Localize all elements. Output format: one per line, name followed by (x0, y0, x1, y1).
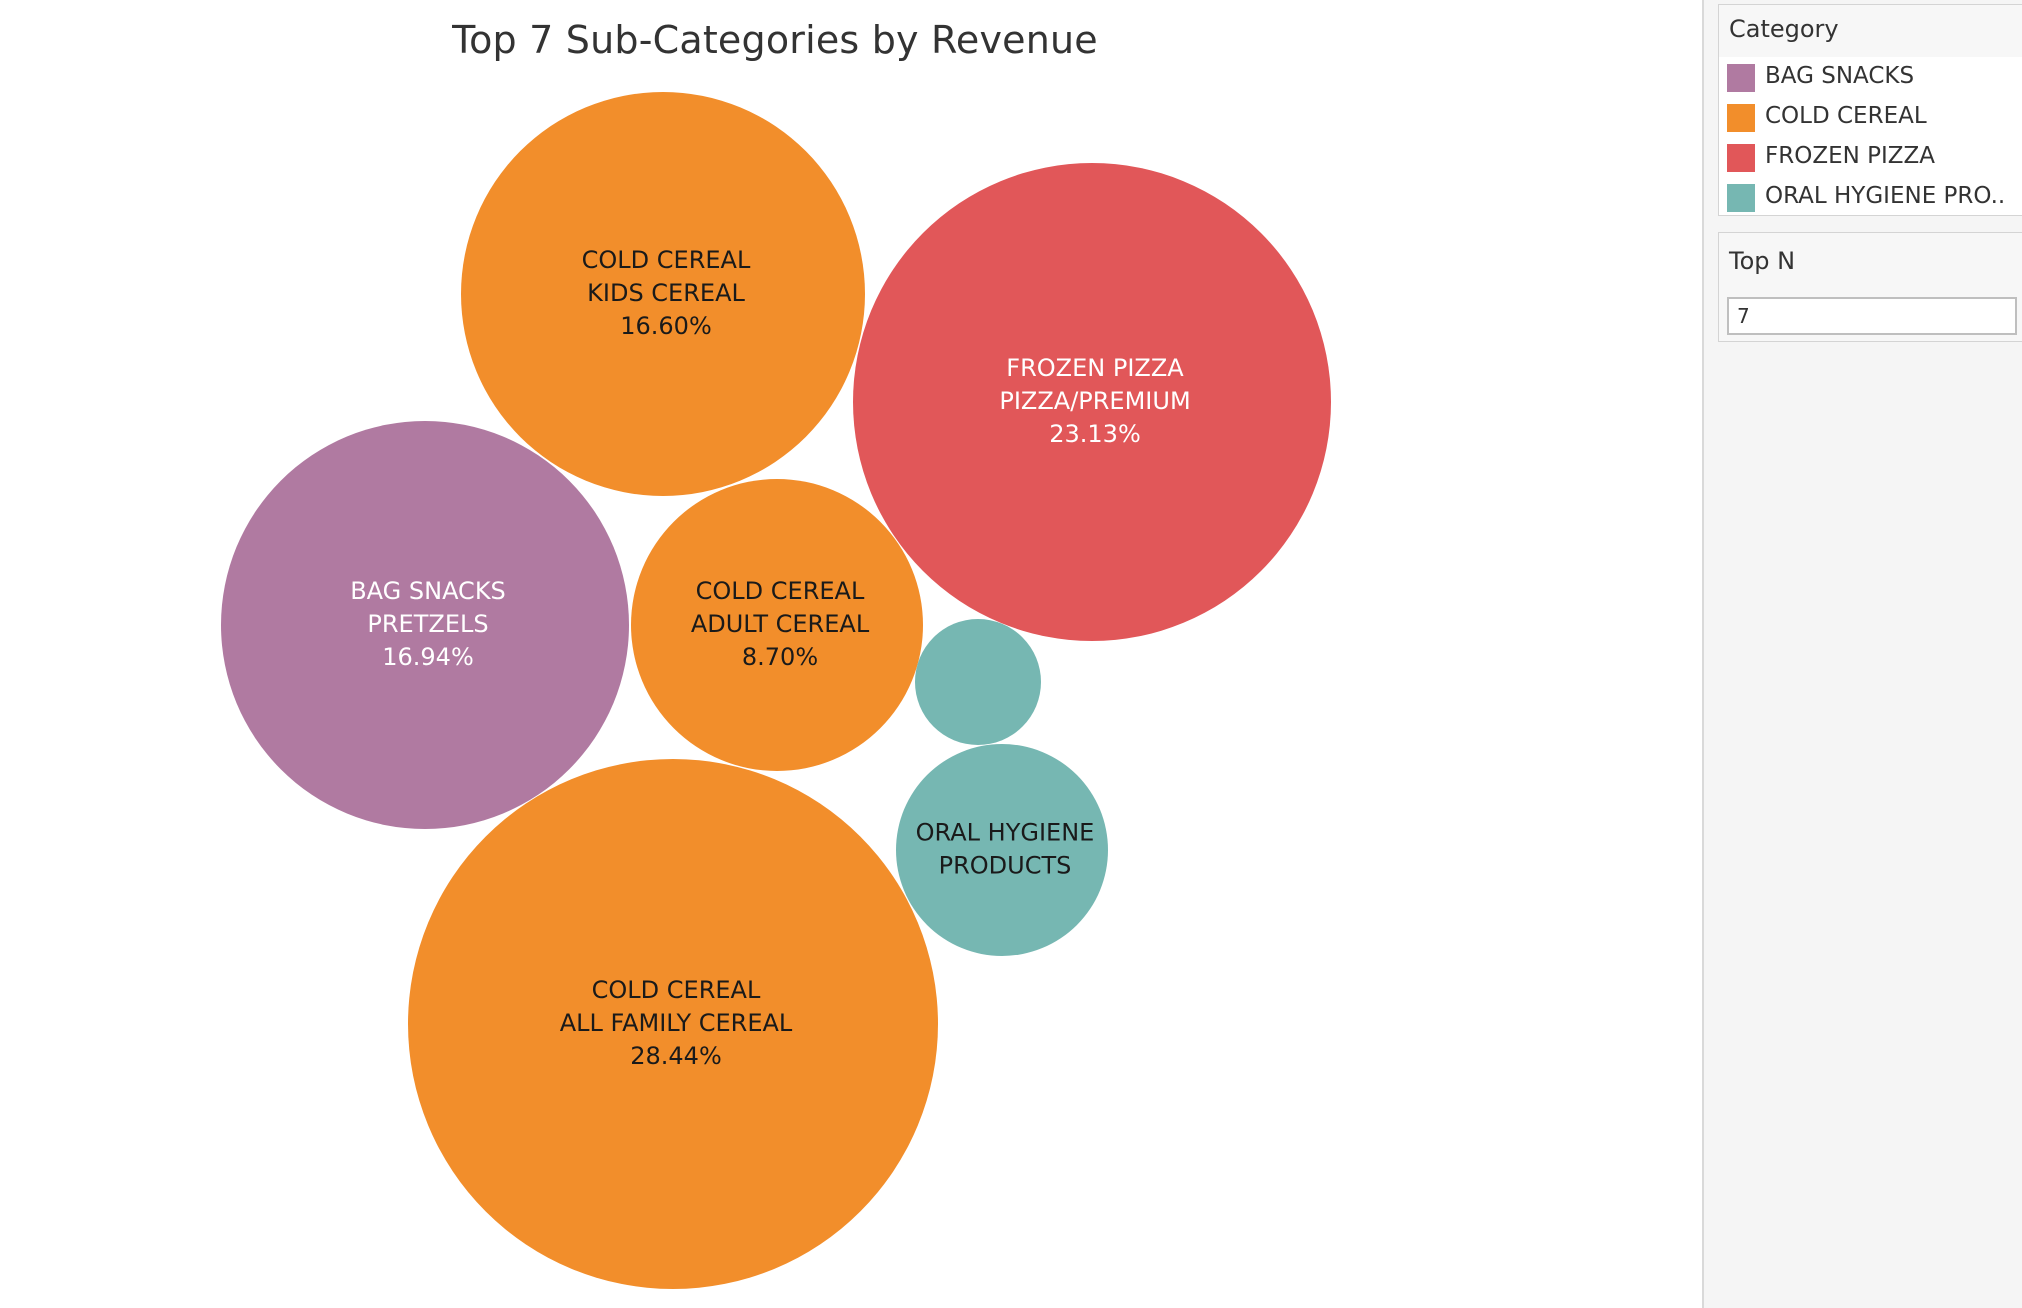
bubble-circle[interactable] (915, 619, 1041, 745)
legend-title: Category (1729, 15, 1839, 43)
bubble-category-label: PRODUCTS (939, 852, 1072, 880)
bubble-value-label: 8.70% (742, 643, 818, 671)
bubble-value-label: 23.13% (1049, 420, 1141, 448)
bubble-circle[interactable] (853, 163, 1331, 641)
bubble-cold-cereal-kids-cereal[interactable]: COLD CEREAL KIDS CEREAL 16.60% (461, 92, 865, 496)
chart-title: Top 7 Sub-Categories by Revenue (452, 18, 1098, 62)
bubble-circle[interactable] (408, 759, 938, 1289)
bubble-subcategory-label: PRETZELS (367, 610, 488, 638)
bubble-subcategory-label: ADULT CEREAL (691, 610, 870, 638)
bubble-category-label: COLD CEREAL (592, 976, 761, 1004)
bubble-oral-hygiene-products-5[interactable]: ORAL HYGIENE PRODUCTS (896, 744, 1108, 956)
legend-swatch (1727, 64, 1755, 92)
bubble-subcategory-label: PIZZA/PREMIUM (999, 387, 1190, 415)
legend-swatch (1727, 104, 1755, 132)
bubble-circle[interactable] (461, 92, 865, 496)
bubble-category-label: BAG SNACKS (350, 577, 506, 605)
legend-label: BAG SNACKS (1765, 63, 1915, 89)
legend-item-oral-hygiene[interactable]: ORAL HYGIENE PRO.. (1727, 181, 2022, 213)
legend-item-frozen-pizza[interactable]: FROZEN PIZZA (1727, 141, 2022, 173)
topn-input[interactable] (1727, 297, 2017, 335)
bubble-category-label: ORAL HYGIENE (916, 819, 1095, 847)
side-panel: Category BAG SNACKS COLD CEREAL FROZEN P… (1702, 0, 2022, 1308)
bubble-value-label: 16.60% (620, 312, 712, 340)
legend-label: ORAL HYGIENE PRO.. (1765, 183, 2006, 209)
bubble-value-label: 16.94% (382, 643, 474, 671)
bubble-cold-cereal-all-family-cereal[interactable]: COLD CEREAL ALL FAMILY CEREAL 28.44% (408, 759, 938, 1289)
bubble-chart: COLD CEREAL ALL FAMILY CEREAL 28.44% FROZEN… (221, 92, 1331, 1289)
topn-parameter: Top N (1718, 232, 2022, 342)
bubble-frozen-pizza-pizza-premium[interactable]: FROZEN PIZZA PIZZA/PREMIUM 23.13% (853, 163, 1331, 641)
bubble-category-label: COLD CEREAL (582, 246, 751, 274)
bubble-circle[interactable] (221, 421, 629, 829)
category-legend: Category BAG SNACKS COLD CEREAL FROZEN P… (1718, 4, 2022, 216)
legend-swatch (1727, 144, 1755, 172)
bubble-circle[interactable] (631, 479, 923, 771)
bubble-category-label: FROZEN PIZZA (1006, 354, 1184, 382)
bubble-subcategory-label: ALL FAMILY CEREAL (560, 1009, 793, 1037)
legend-label: FROZEN PIZZA (1765, 143, 1936, 169)
bubble-category-label: COLD CEREAL (696, 577, 865, 605)
legend-item-cold-cereal[interactable]: COLD CEREAL (1727, 101, 2022, 133)
topn-title: Top N (1729, 247, 1796, 275)
legend-label: COLD CEREAL (1765, 103, 1927, 129)
bubble-value-label: 28.44% (630, 1042, 722, 1070)
legend-item-bag-snacks[interactable]: BAG SNACKS (1727, 61, 2022, 93)
legend-header (1719, 5, 2022, 57)
bubble-oral-hygiene-products-6[interactable] (915, 619, 1041, 745)
bubble-cold-cereal-adult-cereal[interactable]: COLD CEREAL ADULT CEREAL 8.70% (631, 479, 923, 771)
bubble-circle[interactable] (896, 744, 1108, 956)
bubble-subcategory-label: KIDS CEREAL (587, 279, 745, 307)
bubble-bag-snacks-pretzels[interactable]: BAG SNACKS PRETZELS 16.94% (221, 421, 629, 829)
legend-swatch (1727, 184, 1755, 212)
